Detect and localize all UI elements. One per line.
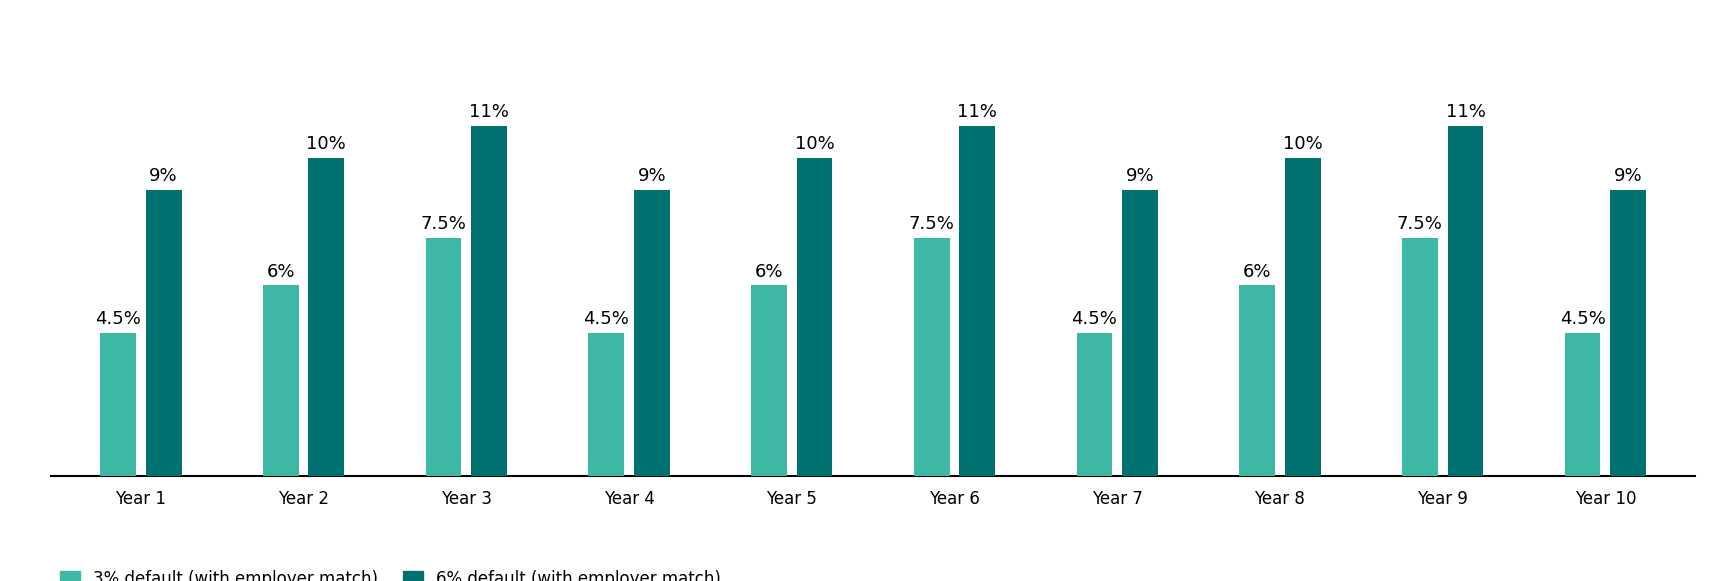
Bar [471,126,507,476]
Bar [1284,158,1320,476]
Legend: 3% default (with employer match), 6% default (with employer match): 3% default (with employer match), 6% def… [60,571,721,581]
Bar [752,285,788,476]
Text: 4.5%: 4.5% [584,310,630,328]
Bar [1121,190,1157,476]
Text: 11%: 11% [1445,103,1486,121]
Text: 4.5%: 4.5% [1560,310,1606,328]
Text: 10%: 10% [1282,135,1323,153]
Bar [264,285,298,476]
Text: 9%: 9% [1126,167,1154,185]
Text: 11%: 11% [957,103,996,121]
Text: 6%: 6% [267,263,294,281]
Bar [1611,190,1645,476]
Bar [1239,285,1275,476]
Text: 7.5%: 7.5% [1397,215,1443,233]
Text: 9%: 9% [1614,167,1642,185]
Bar [308,158,344,476]
Text: 4.5%: 4.5% [1072,310,1118,328]
Text: 4.5%: 4.5% [96,310,140,328]
Bar [959,126,995,476]
Text: 9%: 9% [637,167,666,185]
Bar [426,238,462,476]
Bar [101,333,135,476]
Text: 7.5%: 7.5% [421,215,466,233]
Bar [589,333,625,476]
Text: 6%: 6% [1243,263,1272,281]
Bar [1565,333,1601,476]
Text: 9%: 9% [149,167,178,185]
Bar [1402,238,1438,476]
Text: 11%: 11% [469,103,508,121]
Bar [1077,333,1113,476]
Text: 7.5%: 7.5% [909,215,955,233]
Bar [633,190,669,476]
Bar [146,190,181,476]
Text: 10%: 10% [306,135,346,153]
Text: 10%: 10% [794,135,834,153]
Text: 6%: 6% [755,263,782,281]
Bar [796,158,832,476]
Bar [914,238,950,476]
Bar [1448,126,1483,476]
